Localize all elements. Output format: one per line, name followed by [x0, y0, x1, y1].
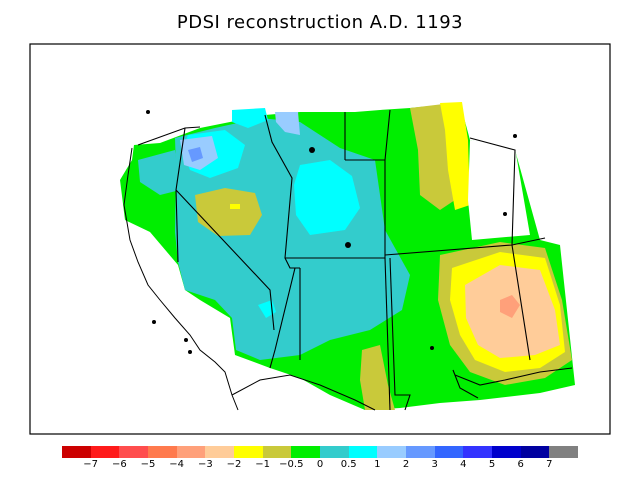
colorbar-swatch [62, 446, 91, 458]
colorbar-swatch [291, 446, 321, 458]
pdsi-blue-nw [188, 147, 203, 162]
colorbar-swatch [549, 446, 579, 458]
colorbar-tick-label: −6 [111, 459, 127, 470]
state-borders [137, 109, 573, 411]
colorbar-tick-label: 5 [488, 459, 496, 470]
pdsi-olive-nv [195, 188, 262, 236]
colorbar-tick-label: 2 [402, 459, 410, 470]
colorbar-tick-label: −7 [83, 459, 99, 470]
colorbar-swatch [176, 446, 206, 458]
colorbar-swatch [520, 446, 550, 458]
colorbar-ticks: −7 −6 −5 −4 −3 −2 −1 −0.5 0 0.5 1 2 3 4 5 6 7 [0, 459, 640, 475]
map-title: PDSI reconstruction A.D. 1193 [176, 12, 464, 33]
colorbar-swatch [205, 446, 235, 458]
pdsi-lightblue-north [275, 112, 300, 135]
pdsi-yellow-nv [230, 204, 240, 209]
colorbar-swatch [320, 446, 349, 458]
colorbar-swatch [148, 446, 177, 458]
colorbar-tick-label: 4 [460, 459, 467, 470]
colorbar [62, 446, 579, 458]
colorbar-tick-label: −2 [226, 459, 242, 470]
pdsi-olive-south [360, 345, 395, 410]
colorbar-swatch [434, 446, 464, 458]
colorbar-tick-label: −0.5 [279, 459, 304, 470]
colorbar-swatch [90, 446, 120, 458]
colorbar-swatch [463, 446, 493, 458]
pdsi-yellow-north [440, 102, 470, 210]
colorbar-tick-label: −4 [169, 459, 185, 470]
colorbar-swatch [406, 446, 435, 458]
colorbar-tick-label: 0 [316, 459, 324, 470]
colorbar-tick-label: −3 [197, 459, 213, 470]
colorbar-tick-label: 3 [431, 459, 438, 470]
pdsi-cyan-north [232, 108, 268, 128]
colorbar-tick-label: 7 [546, 459, 553, 470]
colorbar-swatch [234, 446, 263, 458]
pdsi-salmon-core [500, 295, 520, 318]
pdsi-cyan-central [294, 160, 360, 235]
colorbar-tick-label: 1 [374, 459, 381, 470]
colorbar-swatch [492, 446, 521, 458]
coastline [123, 147, 376, 411]
colorbar-tick-label: 6 [517, 459, 524, 470]
colorbar-tick-label: −5 [140, 459, 156, 470]
lakes-islands [146, 110, 517, 354]
colorbar-tick-label: −1 [255, 459, 271, 470]
colorbar-swatch [348, 446, 378, 458]
pdsi-teal-left [138, 150, 180, 195]
colorbar-swatch [377, 446, 407, 458]
colorbar-swatch [119, 446, 149, 458]
colorbar-tick-label: 0.5 [340, 459, 357, 470]
colorbar-swatch [262, 446, 292, 458]
